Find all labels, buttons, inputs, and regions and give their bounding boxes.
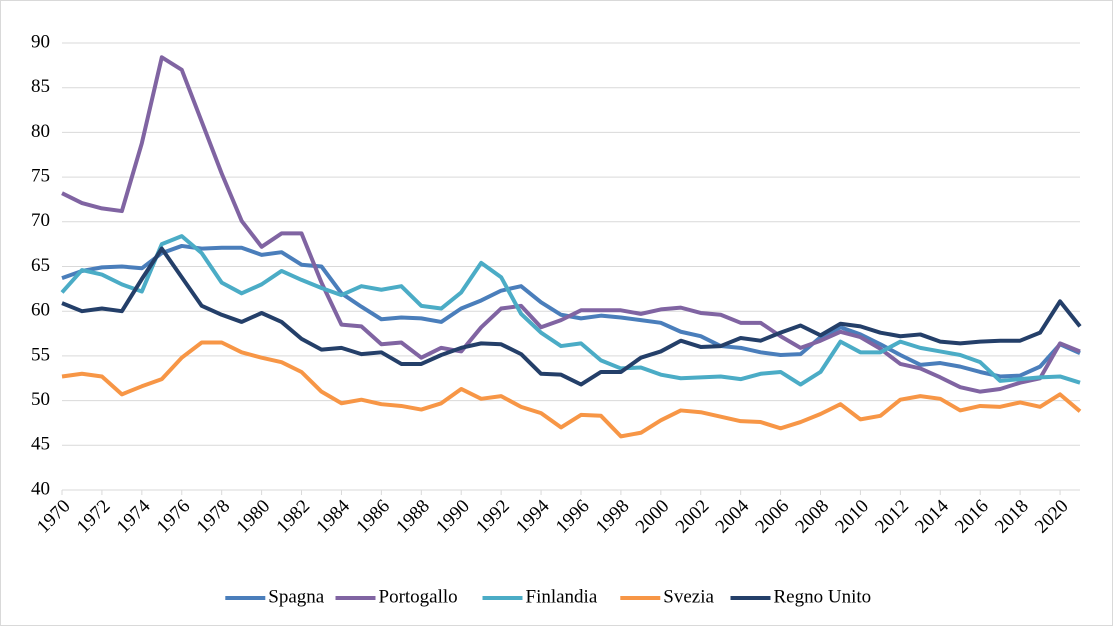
y-tick-label: 65 bbox=[31, 255, 50, 276]
legend-label: Svezia bbox=[663, 586, 714, 607]
legend-label: Finlandia bbox=[526, 586, 598, 607]
y-tick-label: 50 bbox=[31, 389, 50, 410]
y-tick-label: 45 bbox=[31, 434, 50, 455]
y-tick-label: 55 bbox=[31, 344, 50, 365]
y-tick-label: 80 bbox=[31, 121, 50, 142]
series-line bbox=[60, 234, 1081, 387]
series-line bbox=[61, 340, 1082, 439]
legend-label: Spagna bbox=[268, 586, 325, 607]
series-line bbox=[61, 55, 1081, 394]
legend-label: Regno Unito bbox=[774, 586, 872, 607]
y-tick-label: 70 bbox=[31, 210, 50, 231]
legend-label: Portogallo bbox=[379, 586, 458, 607]
y-tick-label: 85 bbox=[31, 76, 50, 97]
series-line bbox=[61, 246, 1082, 387]
y-tick-label: 40 bbox=[31, 478, 50, 499]
y-tick-label: 75 bbox=[31, 165, 50, 186]
y-tick-label: 60 bbox=[31, 300, 50, 321]
y-tick-label: 90 bbox=[31, 31, 50, 52]
